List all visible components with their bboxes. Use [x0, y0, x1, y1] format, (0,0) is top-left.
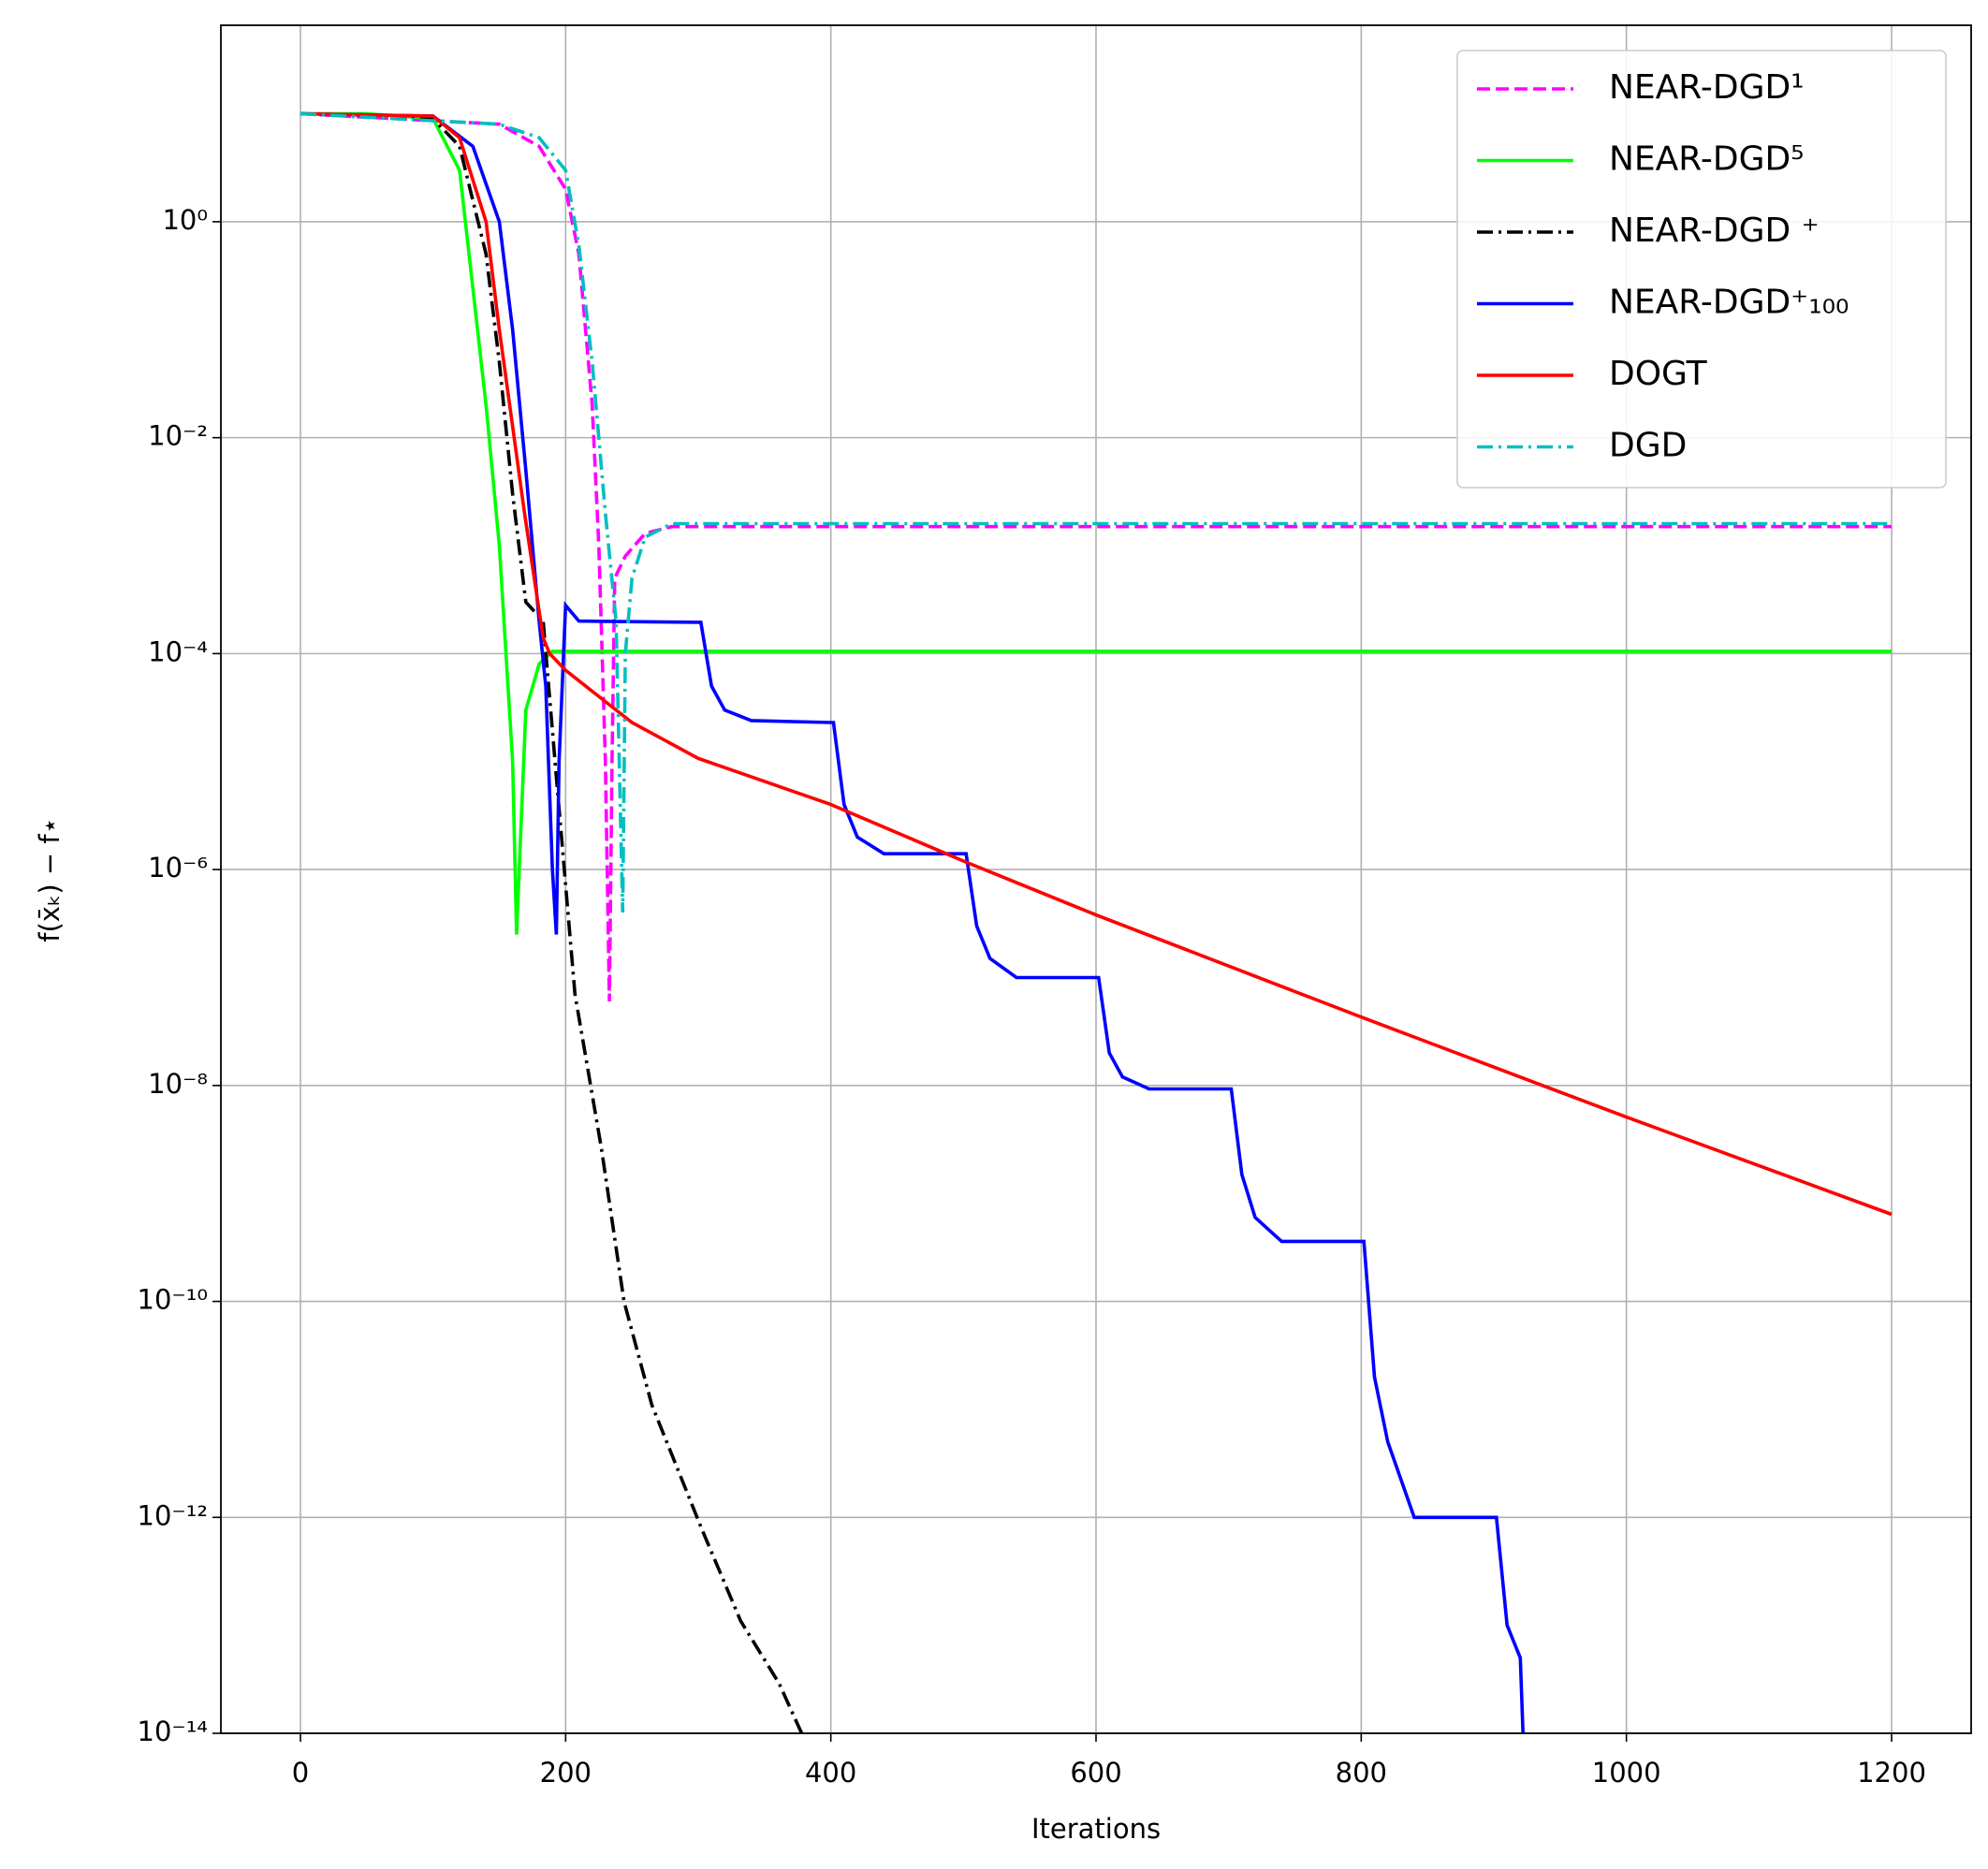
x-tick-label: 1200 [1857, 1757, 1926, 1789]
y-tick-label: 10⁻⁶ [148, 852, 208, 883]
series-line [300, 111, 1893, 1217]
legend-label: NEAR-DGD⁵ [1609, 140, 1805, 179]
series-line [300, 111, 1892, 913]
y-axis-label: f(x̄ₖ) − f⋆ [34, 817, 66, 942]
legend-label: NEAR-DGD¹ [1609, 68, 1805, 107]
y-tick-label: 10⁻¹² [138, 1499, 208, 1531]
series-line [300, 111, 1892, 1002]
x-tick-label: 1000 [1592, 1757, 1661, 1789]
legend-label: NEAR-DGD ⁺ [1609, 212, 1820, 250]
x-tick-label: 0 [292, 1757, 309, 1789]
plot-frame [220, 24, 1972, 1734]
y-tick-label: 10⁻¹⁴ [138, 1716, 208, 1747]
x-axis-label: Iterations [1031, 1813, 1161, 1845]
x-tick-label: 200 [540, 1757, 592, 1789]
y-tick-label: 10⁻¹⁰ [138, 1284, 208, 1316]
y-tick-label: 10⁻⁸ [148, 1068, 208, 1100]
x-tick-label: 400 [805, 1757, 856, 1789]
x-tick-label: 800 [1336, 1757, 1387, 1789]
series-line [300, 111, 804, 1733]
legend-box [1456, 50, 1947, 489]
y-tick-label: 10⁻⁴ [148, 635, 208, 667]
y-tick-label: 10⁻² [148, 420, 208, 452]
x-tick-label: 600 [1070, 1757, 1121, 1789]
series-line [300, 111, 1525, 1733]
legend-label: DOGT [1609, 355, 1708, 393]
legend-label: NEAR-DGD⁺₁₀₀ [1609, 284, 1849, 322]
y-tick-label: 10⁰ [162, 204, 208, 236]
legend-label: DGD [1609, 427, 1687, 465]
